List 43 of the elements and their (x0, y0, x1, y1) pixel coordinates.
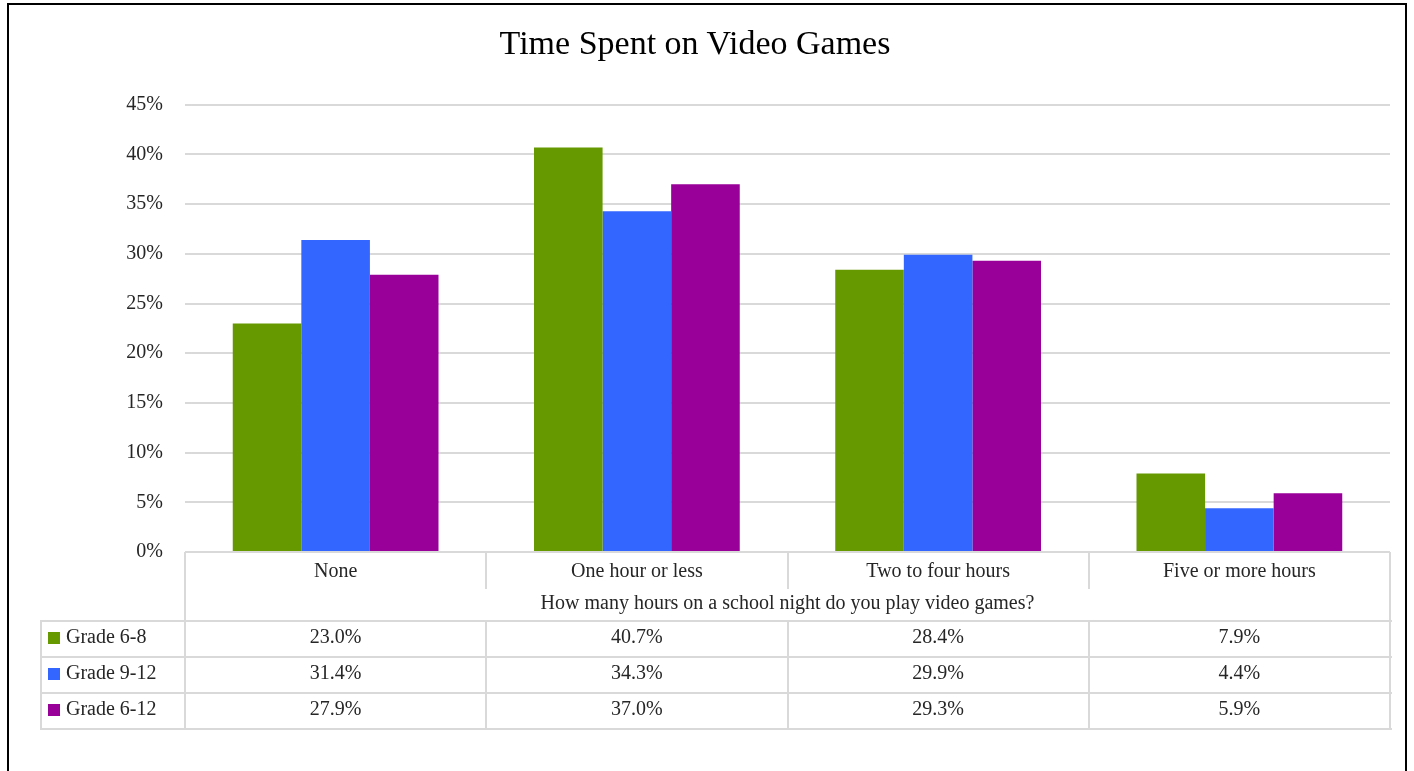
chart-title: Time Spent on Video Games (499, 24, 891, 62)
y-tick-label: 35% (126, 191, 163, 214)
data-label: 28.4% (912, 625, 964, 648)
bar (232, 323, 302, 551)
y-tick-label: 40% (126, 141, 163, 164)
bar (903, 254, 973, 551)
bar (835, 269, 904, 551)
y-tick-label: 10% (126, 439, 163, 462)
data-label: 27.9% (309, 697, 362, 720)
data-label: 5.9% (1218, 697, 1261, 720)
y-tick-label: 25% (126, 290, 163, 313)
y-tick-label: 20% (126, 340, 163, 363)
bar (972, 260, 1041, 551)
y-tick-label: 45% (126, 92, 163, 115)
bar (1273, 493, 1343, 551)
bar (602, 211, 672, 551)
bar (671, 184, 740, 551)
data-label: 37.0% (611, 697, 663, 720)
bar (534, 147, 603, 551)
bar (1136, 473, 1206, 551)
data-label: 29.9% (912, 661, 964, 684)
data-label: 40.7% (611, 625, 663, 648)
bar (369, 274, 439, 551)
x-axis-title: How many hours on a school night do you play video games? (540, 591, 1035, 615)
data-label: 29.3% (912, 697, 964, 720)
data-label: 7.9% (1218, 625, 1261, 648)
data-label: 31.4% (309, 661, 362, 684)
data-label: 4.4% (1218, 661, 1261, 684)
x-tick-label: Two to four hours (866, 559, 1011, 582)
x-tick-label: None (313, 559, 358, 582)
data-label: 34.3% (611, 661, 663, 684)
legend-label: Grade 9-12 (66, 661, 157, 684)
x-tick-label: Five or more hours (1162, 559, 1316, 582)
x-tick-label: One hour or less (571, 559, 703, 582)
data-label: 23.0% (309, 625, 362, 648)
y-tick-label: 30% (126, 241, 163, 264)
bar (301, 239, 370, 551)
bar (1205, 508, 1274, 551)
y-tick-label: 15% (126, 390, 163, 413)
y-tick-label: 0% (136, 539, 163, 562)
y-tick-label: 5% (136, 489, 163, 512)
legend-label: Grade 6-12 (66, 697, 157, 720)
legend-label: Grade 6-8 (66, 625, 147, 648)
